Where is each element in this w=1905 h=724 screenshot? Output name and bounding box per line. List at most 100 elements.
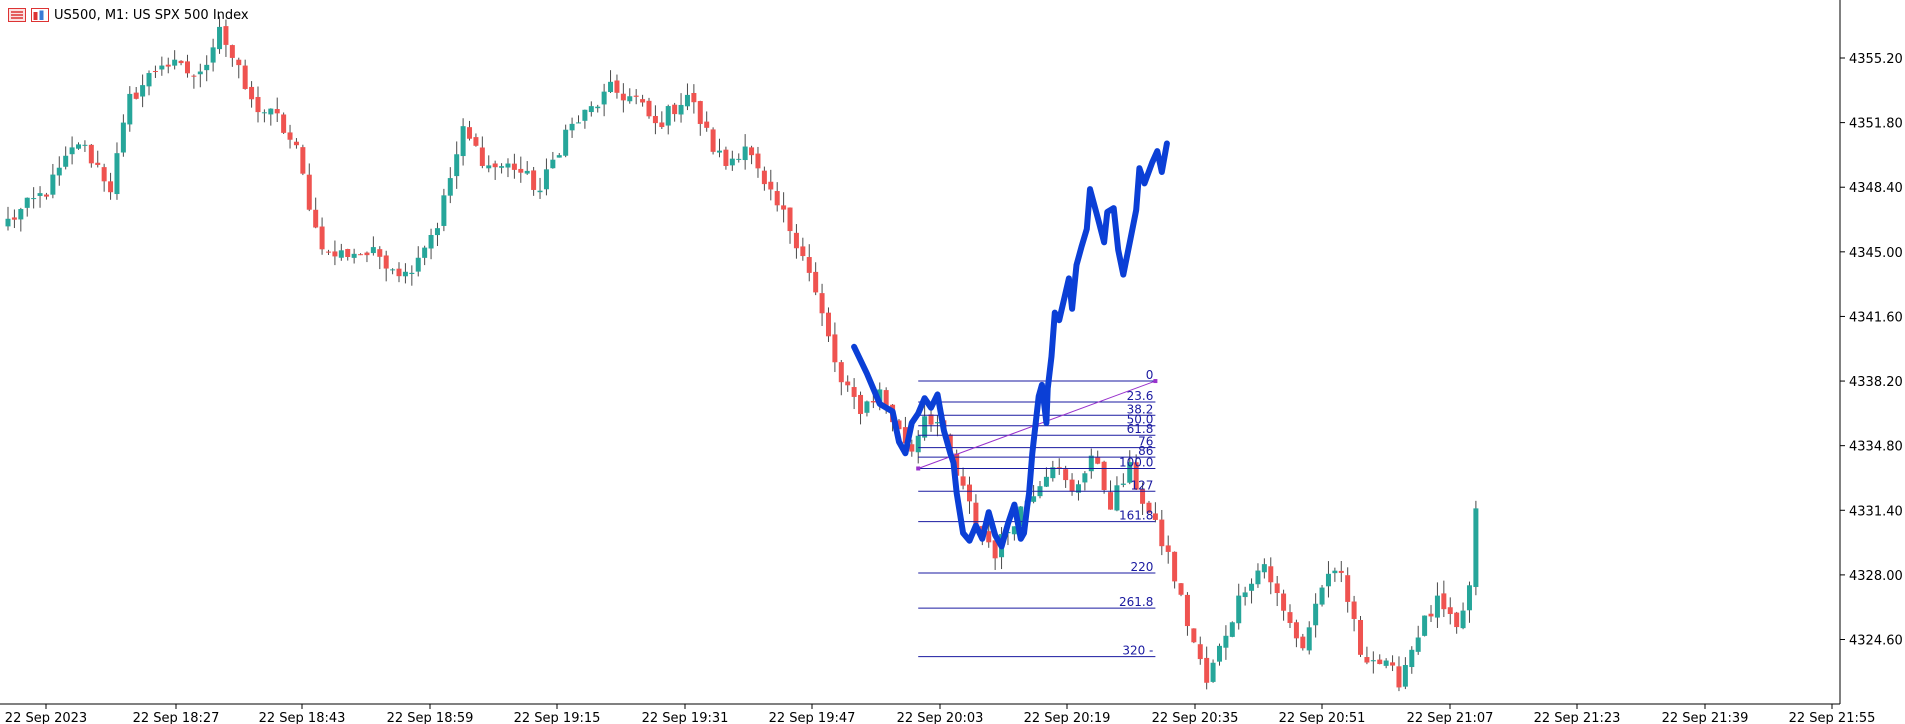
candle-body (236, 59, 242, 66)
fib-level-label: 0 (1146, 368, 1154, 382)
candle-body (665, 106, 671, 126)
x-tick-label: 22 Sep 20:19 (1024, 711, 1111, 724)
candle-body (1434, 595, 1440, 618)
candle-body (1261, 564, 1267, 573)
fib-level-label: 50.0 (1127, 413, 1154, 427)
candle-body (902, 427, 908, 444)
candle-body (1184, 594, 1190, 627)
x-tick-label: 22 Sep 19:31 (642, 711, 729, 724)
candle-body (1108, 492, 1114, 510)
candle-body (595, 106, 601, 109)
candle-body (5, 218, 11, 227)
candle-body (1415, 637, 1421, 652)
candle-body (242, 65, 248, 89)
x-tick-label: 22 Sep 21:39 (1662, 711, 1749, 724)
candle-body (691, 92, 697, 103)
candle-body (749, 147, 755, 156)
fib-level-label: 127 (1130, 478, 1153, 492)
candle-body (217, 26, 223, 50)
candle-body (479, 147, 485, 166)
candle-body (588, 106, 594, 113)
x-tick-label: 22 Sep 19:15 (514, 711, 601, 724)
candle-body (1063, 469, 1069, 481)
candle-body (505, 163, 511, 168)
candle-body (332, 251, 338, 257)
x-tick-label: 22 Sep 20:35 (1152, 711, 1239, 724)
candle-body (345, 249, 351, 257)
candle-body (402, 271, 408, 277)
candle-body (1390, 662, 1396, 666)
x-tick-label: 22 Sep 20:03 (897, 711, 984, 724)
candle-body (550, 159, 556, 169)
candle-body (678, 104, 684, 115)
candle-body (281, 114, 287, 133)
candle-body (659, 122, 665, 128)
candle-body (499, 166, 505, 168)
candle-body (620, 93, 626, 101)
candle-body (120, 122, 126, 153)
candle-body (633, 95, 639, 97)
candle-body (819, 293, 825, 314)
candle-body (1095, 457, 1101, 464)
candle-body (127, 93, 133, 125)
candle-body (1300, 636, 1306, 649)
candle-body (710, 129, 716, 152)
candle-body (967, 484, 972, 502)
candle-body (787, 207, 793, 232)
candle-body (684, 94, 690, 107)
x-tick-label: 22 Sep 18:43 (259, 711, 346, 724)
candle-body (960, 476, 966, 486)
candle-body (300, 147, 306, 174)
chart-window-icon[interactable] (31, 8, 49, 22)
candle-body (1088, 455, 1094, 472)
candle-body (1377, 659, 1383, 665)
y-tick-label: 4355.20 (1849, 52, 1903, 67)
y-tick-label: 4338.20 (1849, 375, 1903, 390)
candle-body (268, 108, 274, 115)
fib-anchor-end (1153, 379, 1158, 384)
candle-body (543, 169, 549, 190)
candle-body (69, 147, 75, 155)
candle-body (1466, 585, 1472, 611)
candle-body (441, 195, 447, 226)
candle-body (729, 158, 735, 166)
candle-body (255, 96, 261, 113)
candle-body (313, 209, 319, 228)
fib-level-label: 76 (1138, 435, 1153, 449)
candle-body (922, 416, 928, 438)
fib-level-label: 161.8 (1119, 509, 1153, 523)
candle-body (197, 71, 203, 75)
fib-anchor-start (916, 466, 921, 471)
candle-body (18, 209, 24, 220)
candle-body (1287, 612, 1293, 623)
candle-body (774, 191, 780, 206)
candle-body (447, 178, 453, 196)
chart-list-icon[interactable] (8, 8, 26, 22)
candle-body (422, 247, 428, 258)
candle-body (306, 174, 312, 210)
candle-body (140, 85, 146, 97)
x-tick-label: 22 Sep 18:59 (387, 711, 474, 724)
x-tick-label: 22 Sep 20:51 (1279, 711, 1366, 724)
candle-body (50, 174, 56, 195)
candle-body (338, 250, 344, 258)
candle-body (768, 181, 774, 190)
candle-body (1229, 622, 1235, 637)
candle-body (63, 155, 69, 167)
candle-body (467, 127, 473, 139)
candle-body (1473, 508, 1479, 587)
candle-body (569, 123, 575, 131)
candle-body (56, 167, 62, 176)
freehand-drawing-line (851, 140, 1170, 550)
candle-body (473, 137, 479, 146)
candle-body (1159, 519, 1165, 547)
candle-body (825, 312, 831, 337)
candle-body (261, 112, 267, 114)
candle-body (1223, 635, 1229, 648)
candle-body (1191, 628, 1197, 643)
candle-body (1370, 660, 1376, 662)
candle-body (524, 170, 530, 174)
candle-body (1101, 461, 1107, 491)
